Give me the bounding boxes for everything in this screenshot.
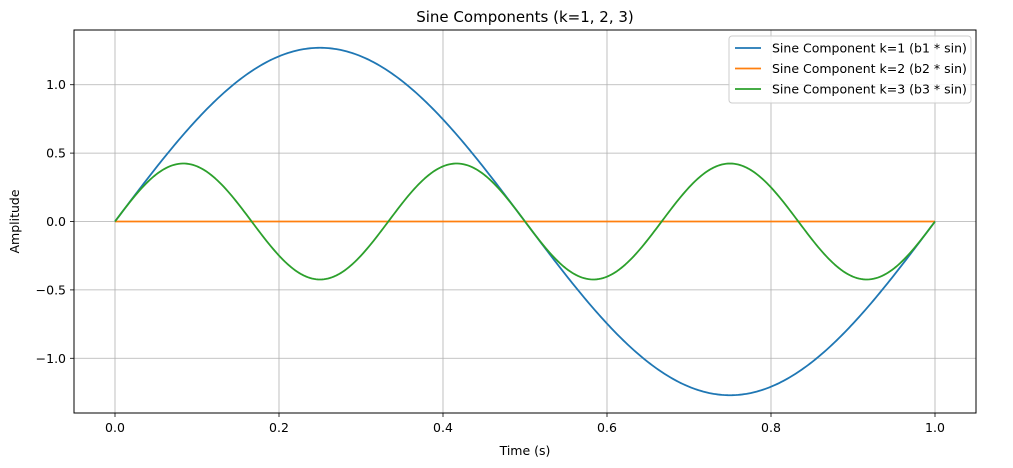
x-tick-label: 0.8: [761, 420, 781, 435]
legend-box: [728, 35, 972, 104]
y-tick-label: 0.5: [46, 146, 66, 161]
legend-label: Sine Component k=1 (b1 * sin): [772, 41, 967, 56]
y-tick-label: 0.0: [46, 214, 66, 229]
x-axis-title: Time (s): [499, 443, 551, 458]
series-layer: [114, 46, 936, 397]
legend-label: Sine Component k=2 (b2 * sin): [772, 61, 967, 76]
x-tick-label: 0.2: [269, 420, 289, 435]
y-tick-label: 1.0: [46, 77, 66, 92]
legend: Sine Component k=1 (b1 * sin) Sine Compon…: [728, 35, 972, 104]
x-tick-label: 1.0: [925, 420, 945, 435]
x-tick-label: 0.4: [433, 420, 453, 435]
series-line-k3: [114, 162, 936, 281]
y-tick-label: −1.0: [36, 351, 66, 366]
chart-title: Sine Components (k=1, 2, 3): [416, 8, 634, 26]
y-tick-label: −0.5: [36, 282, 66, 297]
x-tick-label: 0.6: [597, 420, 617, 435]
x-axis: 0.0 0.2 0.4 0.6 0.8 1.0: [105, 413, 945, 435]
x-tick-label: 0.0: [105, 420, 125, 435]
y-axis: −1.0 −0.5 0.0 0.5 1.0: [36, 77, 74, 366]
legend-label: Sine Component k=3 (b3 * sin): [772, 82, 967, 97]
y-axis-title: Amplitude: [7, 189, 22, 253]
